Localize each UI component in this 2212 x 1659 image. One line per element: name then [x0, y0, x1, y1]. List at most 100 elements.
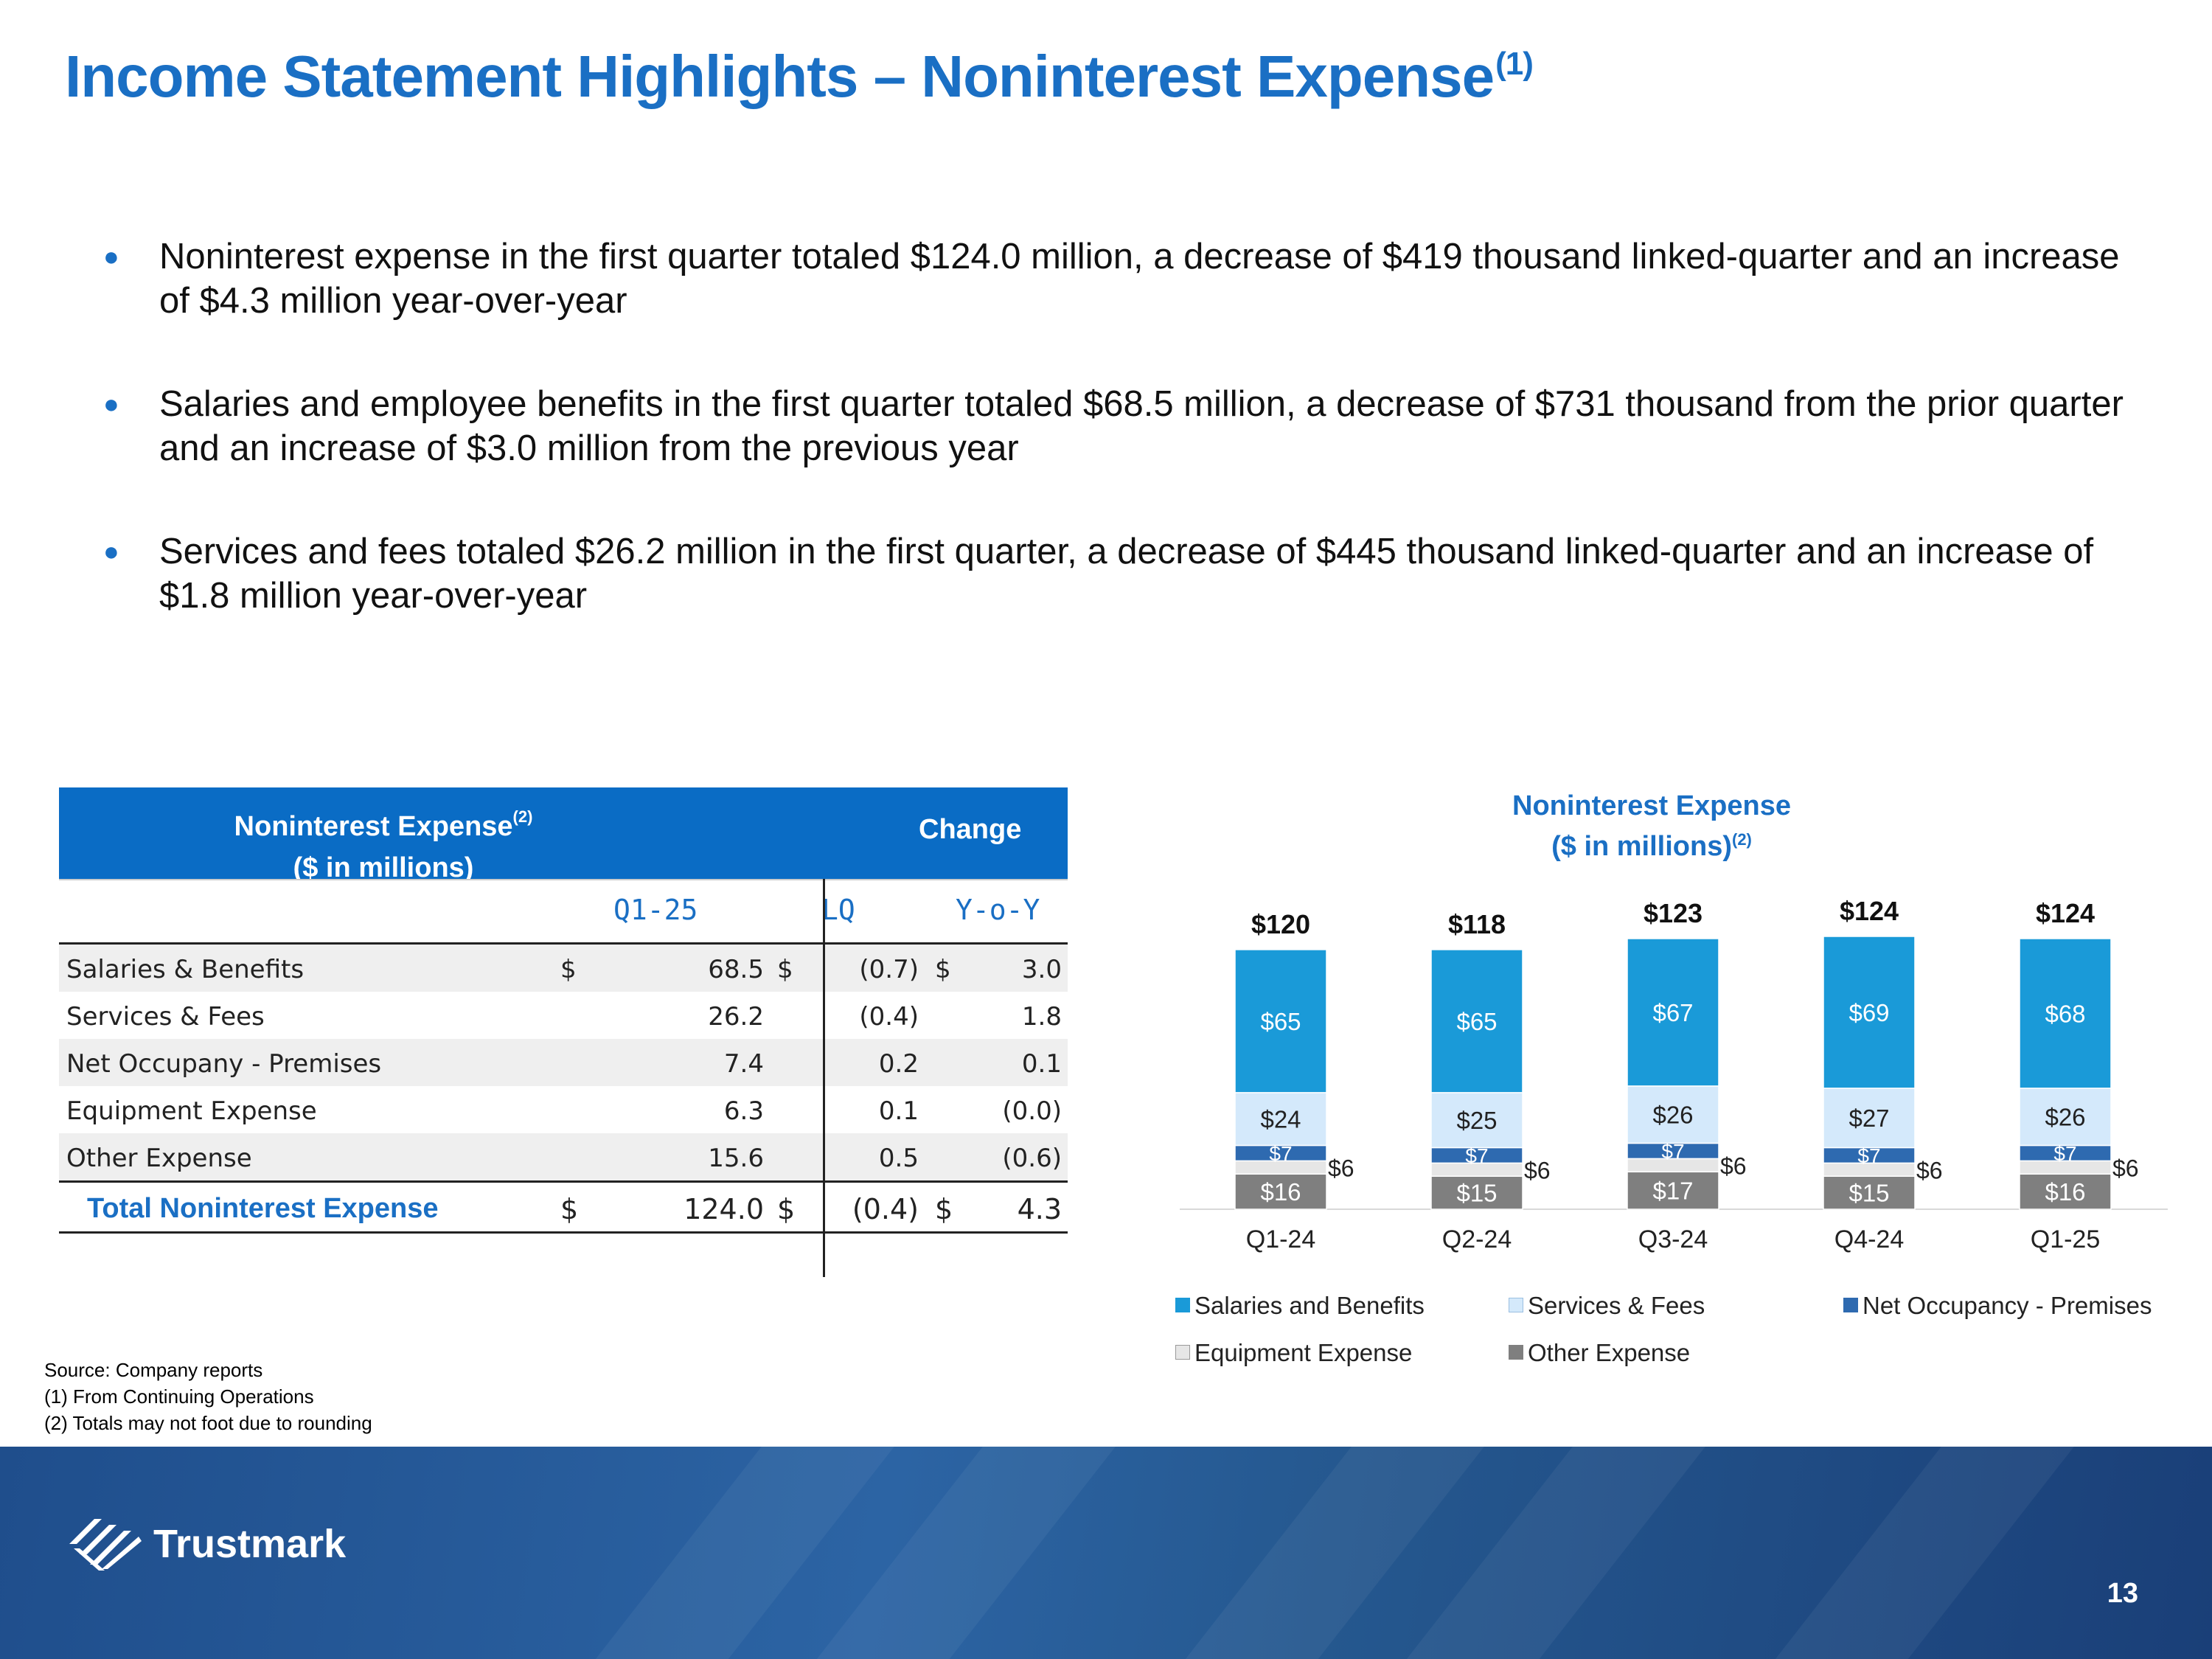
footnote-1: (1) From Continuing Operations	[44, 1385, 314, 1408]
legend-swatch-icon	[1509, 1345, 1523, 1360]
chart-title-line2: ($ in millions)	[1551, 831, 1732, 862]
data-label: $6	[1720, 1152, 1747, 1179]
row-dollar: $	[777, 1193, 796, 1225]
table-row: Services & Fees 26.2 (0.4) 1.8	[59, 992, 1068, 1039]
total-yoy: 4.3	[1017, 1193, 1062, 1225]
bar-segment	[1627, 1171, 1719, 1210]
row-q1-25: 68.5	[708, 955, 764, 984]
row-yoy: 1.8	[1021, 1002, 1062, 1032]
data-label: $65	[1260, 1008, 1301, 1035]
row-q1-25: 7.4	[723, 1049, 764, 1079]
row-label: Net Occupany - Premises	[66, 1049, 382, 1079]
data-label: $65	[1456, 1008, 1497, 1035]
page-title: Income Statement Highlights – Noninteres…	[65, 43, 1534, 111]
row-dollar: $	[935, 955, 951, 984]
legend-label: Salaries and Benefits	[1194, 1292, 1425, 1319]
row-dollar: $	[777, 955, 793, 984]
row-yoy: (0.6)	[1002, 1144, 1062, 1173]
total-q1-25: 124.0	[684, 1193, 764, 1225]
table-row: Equipment Expense 6.3 0.1 (0.0)	[59, 1086, 1068, 1133]
row-dollar: $	[560, 955, 577, 984]
bar-segment	[2019, 1088, 2112, 1147]
bullet-dot-icon: ●	[103, 536, 119, 566]
row-lq: 0.1	[878, 1096, 919, 1126]
total-label: $123	[1644, 898, 1703, 928]
legend-label: Other Expense	[1528, 1339, 1691, 1366]
bullet-item: ● Noninterest expense in the first quarte…	[103, 234, 2138, 323]
table-header-change: Change	[919, 814, 1022, 845]
header-title-text: Noninterest Expense	[234, 811, 513, 842]
data-label: $6	[1328, 1155, 1354, 1181]
title-footnote: (1)	[1495, 46, 1534, 82]
data-label: $6	[2112, 1155, 2139, 1181]
data-label: $24	[1260, 1106, 1301, 1133]
bar-segment	[2019, 938, 2112, 1089]
bar-segment	[1627, 1085, 1719, 1144]
data-label: $67	[1652, 999, 1693, 1026]
bullet-text: Services and fees totaled $26.2 million …	[159, 532, 2094, 616]
footer-banner: Trustmark 13	[0, 1447, 2212, 1659]
page-number: 13	[2107, 1578, 2138, 1609]
legend-item-services: Services & Fees	[1509, 1292, 1705, 1320]
data-label: $15	[1456, 1180, 1497, 1207]
total-label: $124	[2036, 898, 2095, 928]
data-label: $69	[1848, 999, 1889, 1026]
footnote-source: Source: Company reports	[44, 1359, 263, 1381]
data-label: $17	[1652, 1178, 1693, 1205]
data-label: $6	[1524, 1157, 1551, 1183]
x-tick-label: Q1-25	[2031, 1225, 2101, 1253]
x-tick-label: Q3-24	[1638, 1225, 1708, 1253]
bar-segment	[1234, 1173, 1327, 1210]
expense-table: Noninterest Expense(2) ($ in millions) Ch…	[59, 787, 1068, 1277]
bar-segment	[1234, 949, 1327, 1093]
chart-title: Noninterest Expense ($ in millions)(2)	[1401, 789, 1902, 863]
row-q1-25: 15.6	[708, 1144, 764, 1173]
bullet-text: Noninterest expense in the first quarter…	[159, 237, 2120, 321]
data-label: $25	[1456, 1107, 1497, 1134]
table-row: Salaries & Benefits $ 68.5 $ (0.7) $ 3.0	[59, 945, 1068, 992]
legend-item-other: Other Expense	[1509, 1339, 1690, 1367]
data-label: $27	[1848, 1105, 1889, 1132]
bullet-dot-icon: ●	[103, 389, 119, 419]
data-label: $68	[2045, 1000, 2085, 1027]
legend-swatch-icon	[1843, 1298, 1858, 1312]
bar-segment	[1234, 1092, 1327, 1147]
table-row: Net Occupany - Premises 7.4 0.2 0.1	[59, 1039, 1068, 1086]
legend-item-salaries: Salaries and Benefits	[1175, 1292, 1425, 1320]
bar-segment	[1430, 949, 1523, 1093]
bullet-item: ● Services and fees totaled $26.2 million…	[103, 529, 2138, 618]
chart-title-line1: Noninterest Expense	[1512, 790, 1791, 821]
row-yoy: 0.1	[1021, 1049, 1062, 1079]
x-tick-label: Q1-24	[1246, 1225, 1316, 1253]
logo-wordmark: Trustmark	[153, 1522, 347, 1566]
row-yoy: (0.0)	[1002, 1096, 1062, 1126]
chart-legend: Salaries and Benefits Services & Fees Ne…	[1175, 1292, 2163, 1380]
col-header-yoy: Y-o-Y	[956, 894, 1040, 926]
bullet-list: ● Noninterest expense in the first quarte…	[103, 234, 2138, 677]
legend-label: Net Occupancy - Premises	[1863, 1292, 2152, 1319]
legend-item-occupancy: Net Occupancy - Premises	[1843, 1292, 2152, 1320]
table-header: Noninterest Expense(2) ($ in millions) Ch…	[59, 787, 1068, 883]
table-total-row: Total Noninterest Expense $ 124.0 $ (0.4…	[59, 1180, 1068, 1234]
bar-segment	[1430, 1092, 1523, 1149]
bar-segment	[1430, 1175, 1523, 1210]
legend-swatch-icon	[1175, 1298, 1190, 1312]
trustmark-logo-icon	[69, 1519, 142, 1571]
x-tick-label: Q4-24	[1834, 1225, 1905, 1253]
chart-title-footnote: (2)	[1732, 830, 1752, 849]
bar-segment	[1823, 936, 1916, 1089]
legend-item-equipment: Equipment Expense	[1175, 1339, 1412, 1367]
row-dollar: $	[935, 1193, 953, 1225]
bar-segment	[1823, 1175, 1916, 1210]
col-header-q1-25: Q1-25	[613, 894, 698, 926]
title-text: Income Statement Highlights – Noninteres…	[65, 44, 1495, 109]
legend-label: Services & Fees	[1528, 1292, 1705, 1319]
bullet-text: Salaries and employee benefits in the fi…	[159, 384, 2124, 468]
row-lq: 0.5	[878, 1144, 919, 1173]
data-label: $16	[1260, 1178, 1301, 1206]
header-footnote: (2)	[512, 807, 533, 826]
table-divider	[823, 879, 825, 1277]
row-yoy: 3.0	[1021, 955, 1062, 984]
trustmark-logo: Trustmark	[65, 1514, 346, 1573]
bar-segment	[1823, 1088, 1916, 1149]
